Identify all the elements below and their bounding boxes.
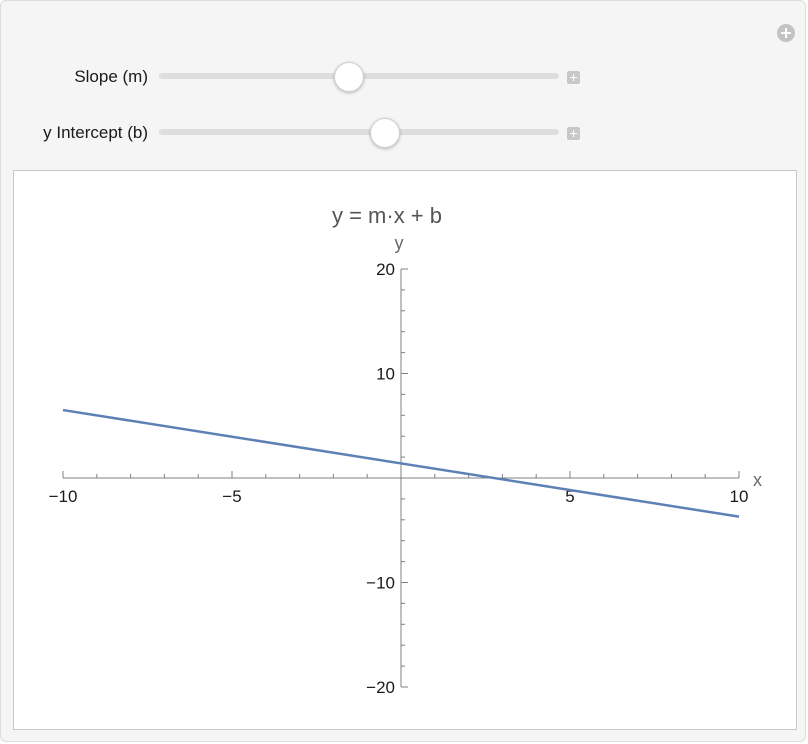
slope-slider-thumb[interactable] [334, 62, 364, 92]
line-chart: −10 −5 5 10 −20 −10 10 20 x y y = m·x + b [49, 203, 762, 697]
y-tick-label: −20 [366, 678, 395, 697]
x-tick-label: 5 [565, 487, 574, 506]
intercept-slider-thumb[interactable] [370, 118, 400, 148]
chart-title: y = m·x + b [332, 203, 442, 228]
intercept-slider-track[interactable] [159, 129, 559, 135]
series-line-0 [62, 408, 740, 518]
slope-label: Slope (m) [74, 67, 148, 86]
y-tick-label: 10 [376, 365, 395, 384]
intercept-expand-plus-square-icon[interactable] [567, 127, 580, 140]
x-axis-label: x [753, 470, 762, 490]
slope-expand-plus-square-icon[interactable] [567, 71, 580, 84]
plot-area: −10 −5 5 10 −20 −10 10 20 x y y = m·x + b [13, 170, 797, 730]
x-tick-label: −5 [222, 487, 241, 506]
y-axis-label: y [395, 233, 404, 253]
x-tick-label: 10 [730, 487, 749, 506]
x-tick-label: −10 [49, 487, 78, 506]
y-tick-label: −10 [366, 574, 395, 593]
plus-circle-icon[interactable] [777, 24, 795, 42]
intercept-label: y Intercept (b) [43, 123, 148, 142]
y-tick-label: 20 [376, 260, 395, 279]
